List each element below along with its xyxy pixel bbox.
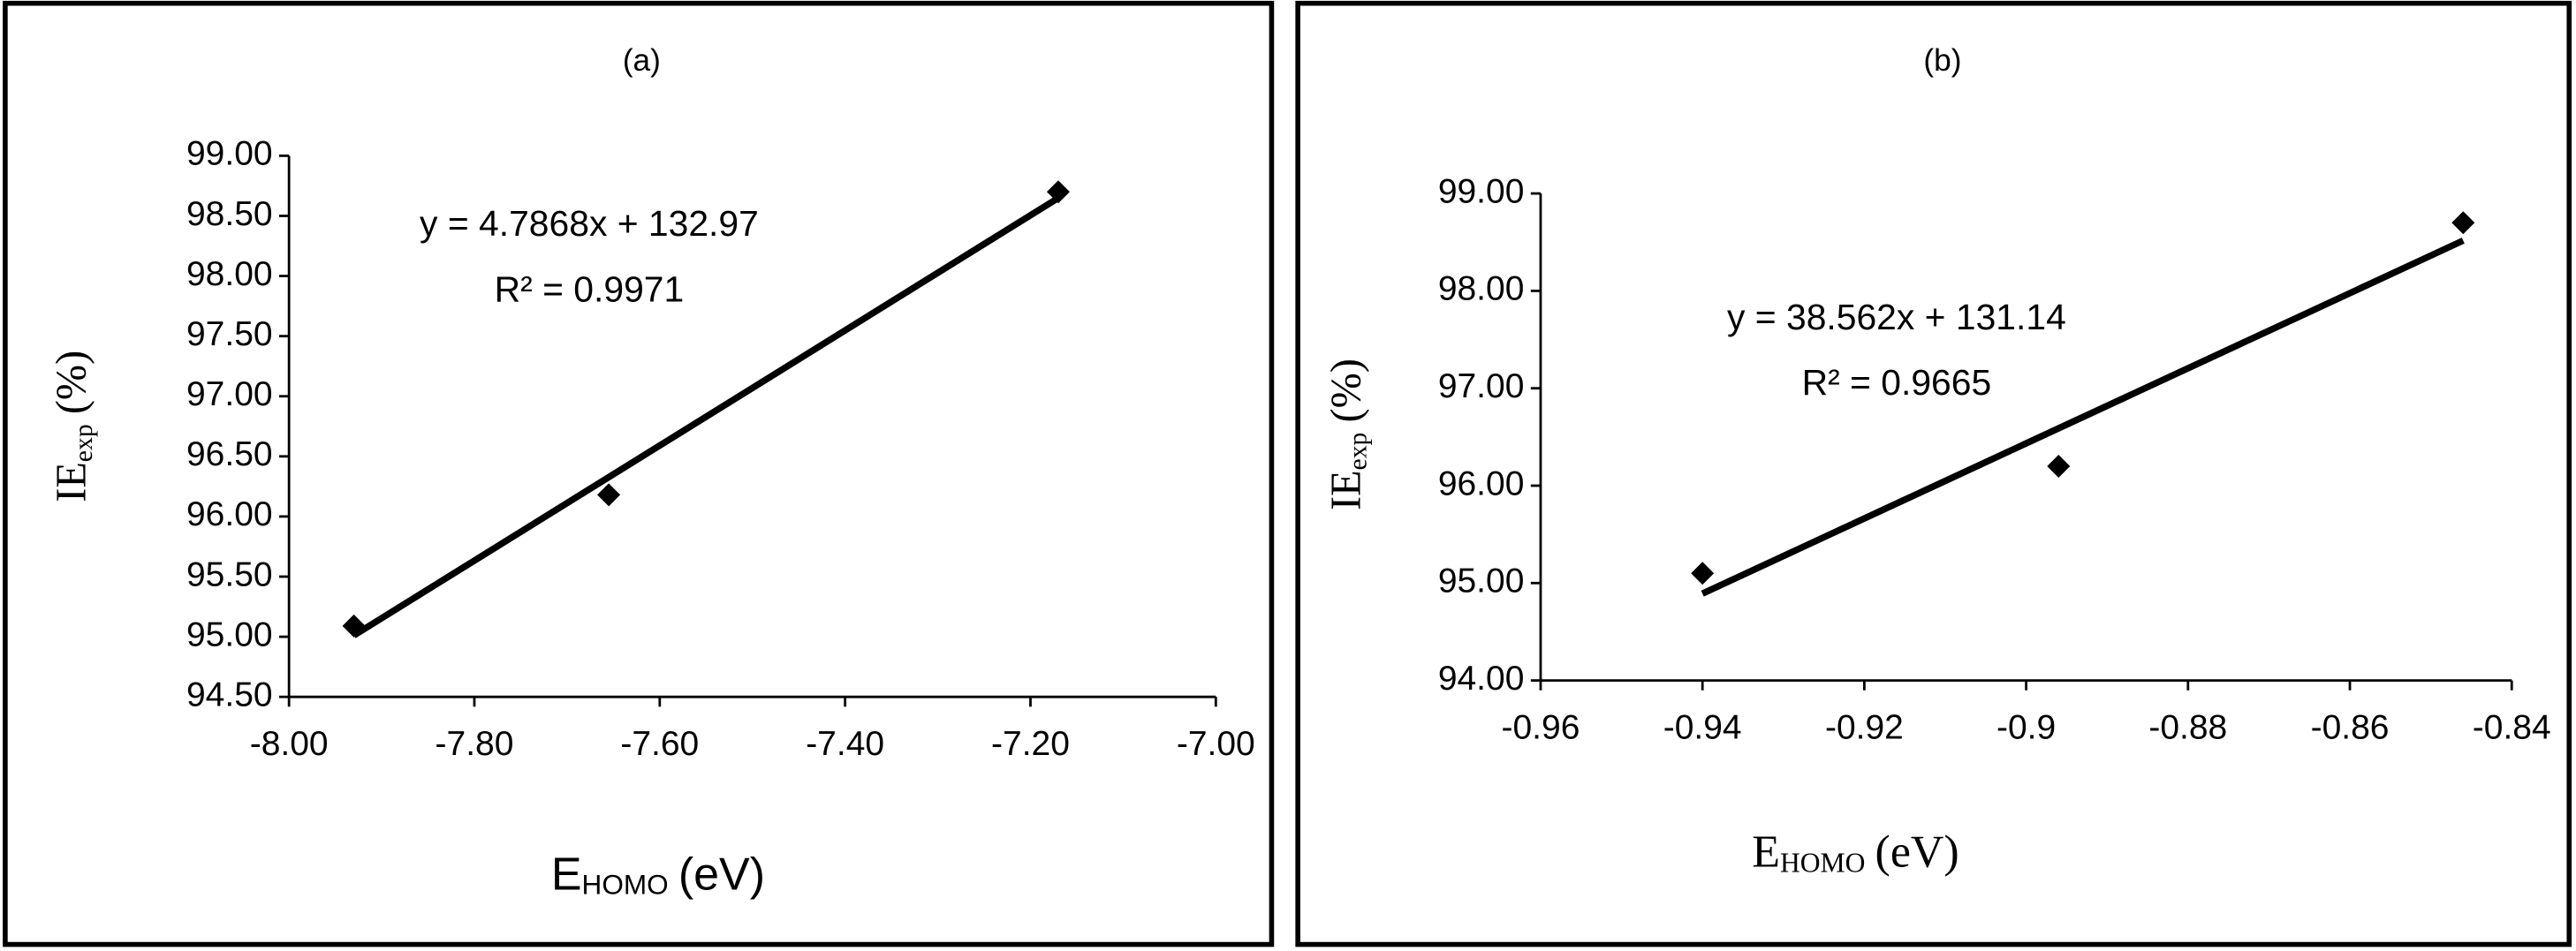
- y-tick-label: 94.50: [186, 676, 273, 713]
- axis-label-sub: HOMO: [1780, 848, 1865, 879]
- axis-label-main: E: [1752, 826, 1780, 877]
- x-tick-label: -7.80: [436, 725, 514, 763]
- axis-label: EHOMO (eV): [1752, 826, 1959, 878]
- y-tick-label: 98.50: [186, 195, 273, 233]
- data-point: [2047, 454, 2071, 478]
- axis-label-sub: exp: [70, 424, 98, 462]
- trendline-equation: y = 38.562x + 131.14: [1727, 297, 2066, 337]
- x-tick-label: -7.60: [620, 725, 699, 763]
- axis-label: EHOMO (eV): [551, 849, 765, 901]
- y-tick-label: 98.00: [186, 255, 273, 293]
- trendline: [352, 195, 1060, 638]
- y-tick-label: 94.00: [1438, 660, 1525, 698]
- axis-label-unit: (eV): [1875, 826, 1959, 877]
- axis-label-unit: (eV): [678, 849, 765, 900]
- y-tick-label: 98.00: [1438, 270, 1525, 308]
- y-tick-label: 99.00: [186, 135, 273, 173]
- data-point: [2451, 211, 2475, 235]
- y-tick-label: 97.00: [186, 375, 273, 413]
- y-tick-label: 97.00: [1438, 367, 1525, 405]
- x-tick-label: -0.96: [1502, 709, 1580, 747]
- x-tick-label: -0.92: [1825, 709, 1904, 747]
- trendline-r-squared: R² = 0.9971: [495, 268, 685, 309]
- data-point: [597, 483, 621, 507]
- axis-label: IEexp (%): [1323, 359, 1373, 510]
- x-tick-label: -7.20: [991, 725, 1070, 763]
- data-point: [342, 614, 366, 638]
- axis-label-main: IE: [1323, 470, 1370, 510]
- data-point: [1691, 562, 1715, 585]
- x-tick-label: -0.9: [1996, 709, 2056, 747]
- axis-label: IEexp (%): [49, 351, 98, 502]
- x-tick-label: -8.00: [250, 725, 329, 763]
- trendline: [1701, 238, 2465, 597]
- y-tick-label: 96.50: [186, 435, 273, 473]
- x-tick-label: -7.00: [1177, 725, 1255, 763]
- axis-label-sub: HOMO: [582, 869, 669, 901]
- x-tick-label: -0.94: [1663, 709, 1742, 747]
- panel-border: [3, 0, 1275, 947]
- axis-label-unit: (%): [49, 351, 95, 414]
- x-tick-label: -0.88: [2148, 709, 2227, 747]
- trendline-equation: y = 4.7868x + 132.97: [420, 203, 759, 244]
- x-tick-label: -0.86: [2311, 709, 2390, 747]
- y-tick-label: 99.00: [1438, 172, 1525, 210]
- trendline-r-squared: R² = 0.9665: [1802, 362, 1992, 403]
- y-tick-label: 95.00: [1438, 562, 1525, 600]
- x-tick-label: -7.40: [806, 725, 884, 763]
- y-tick-label: 95.00: [186, 615, 273, 653]
- axis-label-sub: exp: [1345, 433, 1373, 471]
- chart-title: (b): [1923, 43, 1961, 78]
- axis-label-main: IE: [49, 462, 95, 502]
- axis-label-unit: (%): [1323, 359, 1370, 422]
- y-tick-label: 96.00: [186, 495, 273, 533]
- y-tick-label: 97.50: [186, 315, 273, 353]
- chart-title: (a): [623, 43, 661, 78]
- y-tick-label: 95.50: [186, 555, 273, 593]
- axis-label-main: E: [551, 849, 582, 900]
- x-tick-label: -0.84: [2473, 709, 2551, 747]
- panel-border: [1295, 0, 2572, 947]
- y-tick-label: 96.00: [1438, 464, 1525, 502]
